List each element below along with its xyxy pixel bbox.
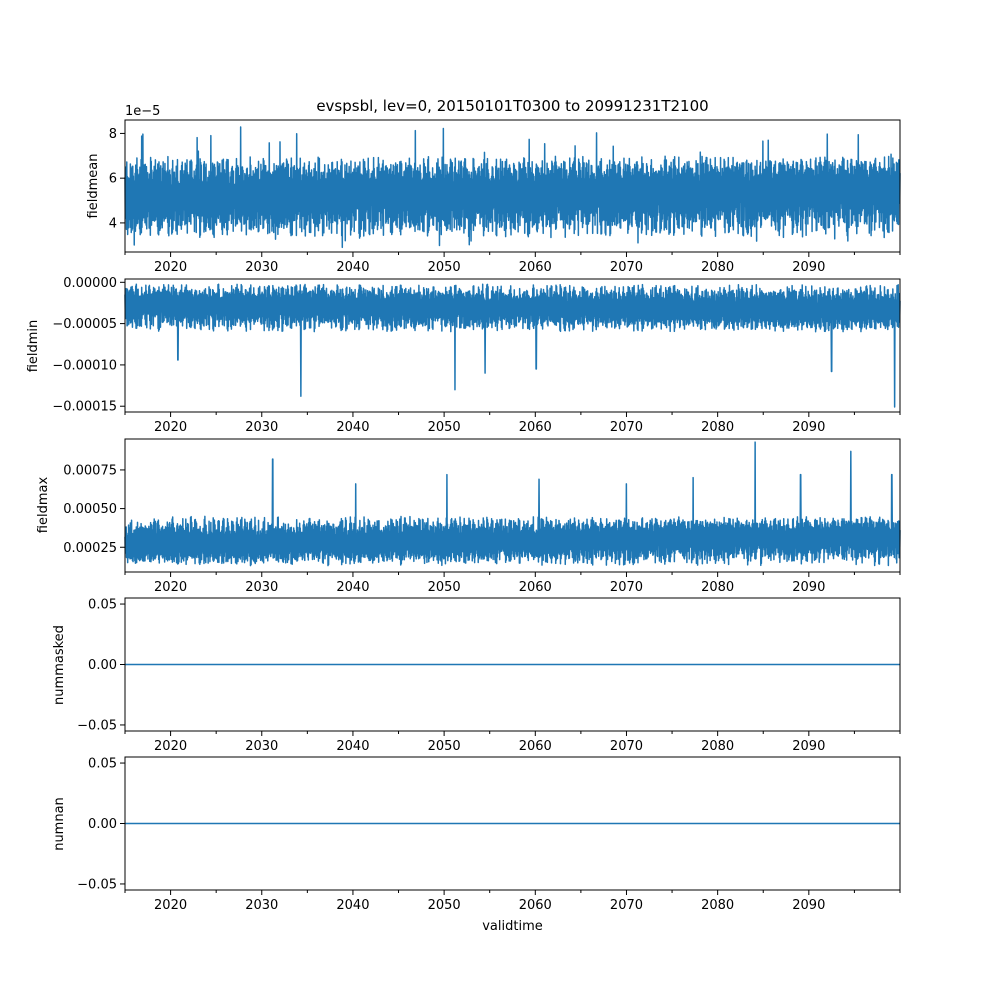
numnan-x-tick-label: 2060 [519,898,552,913]
fieldmean-y-label: fieldmean [86,154,101,219]
fieldmean-axes-frame [124,119,901,253]
panel-fieldmax: 2020 2030 2040 2050 2060 2070 2080 2090 0.00025 0… [36,438,901,595]
fieldmean-x-tick-label: 2050 [428,260,461,275]
fieldmin-ticks: 2020 2030 2040 2050 2060 2070 2080 2090 0.00000 −… [52,276,901,435]
nummasked-x-tick-label: 2050 [428,739,461,754]
nummasked-x-tick-label: 2040 [336,739,369,754]
fieldmax-y-tick-label: 0.00025 [63,541,117,556]
fieldmin-x-tick-label: 2040 [336,420,369,435]
nummasked-x-tick-label: 2030 [245,739,278,754]
nummasked-x-tick-label: 2060 [519,739,552,754]
fieldmin-y-label: fieldmin [26,320,41,373]
fieldmax-y-tick-label: 0.00050 [63,502,117,517]
numnan-x-tick-label: 2070 [610,898,643,913]
fieldmean-series-line [124,126,901,249]
fieldmin-y-tick-label: −0.00015 [52,400,117,415]
panel-nummasked: 2020 2030 2040 2050 2060 2070 2080 2090 0.05 0.00… [52,597,901,754]
chart-title: evspsbl, lev=0, 20150101T0300 to 2099123… [316,97,708,115]
fieldmean-x-tick-label: 2060 [519,260,552,275]
nummasked-ticks: 2020 2030 2040 2050 2060 2070 2080 2090 0.05 0.00… [77,598,901,754]
fieldmax-x-tick-label: 2040 [336,580,369,595]
fieldmin-y-tick-label: −0.00005 [52,317,117,332]
nummasked-y-tick-label: 0.05 [88,598,117,613]
numnan-x-tick-label: 2090 [792,898,825,913]
numnan-y-tick-label: −0.05 [77,877,117,892]
numnan-y-tick-label: 0.05 [88,757,117,772]
fieldmin-x-tick-label: 2090 [792,420,825,435]
fieldmax-axes-frame [124,438,901,573]
numnan-y-tick-label: 0.00 [88,817,117,832]
fieldmin-x-tick-label: 2030 [245,420,278,435]
fieldmean-y-tick-label: 6 [109,172,117,187]
fieldmax-series [124,441,901,567]
fieldmean-x-tick-label: 2030 [245,260,278,275]
nummasked-y-tick-label: −0.05 [77,718,117,733]
fieldmin-series-line [124,283,901,408]
nummasked-axes-frame [124,597,901,732]
fieldmin-x-tick-label: 2070 [610,420,643,435]
fieldmax-series-line [124,441,901,567]
fieldmax-x-tick-label: 2030 [245,580,278,595]
fieldmean-y-tick-label: 4 [109,216,117,231]
fieldmax-x-tick-label: 2070 [610,580,643,595]
panel-fieldmin: 2020 2030 2040 2050 2060 2070 2080 2090 0.00000 −… [26,276,901,435]
fieldmax-y-label: fieldmax [36,477,51,534]
numnan-x-tick-label: 2020 [154,898,187,913]
fieldmin-y-tick-label: −0.00010 [52,358,117,373]
nummasked-x-tick-label: 2090 [792,739,825,754]
numnan-x-tick-label: 2030 [245,898,278,913]
nummasked-x-tick-label: 2020 [154,739,187,754]
fieldmean-offset-text: 1e−5 [125,104,160,119]
fieldmean-series [124,126,901,249]
fieldmin-series [124,283,901,408]
fieldmax-x-tick-label: 2050 [428,580,461,595]
fieldmean-x-tick-label: 2020 [154,260,187,275]
fieldmean-x-tick-label: 2040 [336,260,369,275]
numnan-ticks: 2020 2030 2040 2050 2060 2070 2080 2090 0.05 0.00… [77,757,901,913]
nummasked-y-tick-label: 0.00 [88,658,117,673]
fieldmin-x-tick-label: 2080 [701,420,734,435]
numnan-y-label: numnan [52,797,67,851]
fieldmin-y-tick-label: 0.00000 [63,276,117,291]
panel-fieldmean: 2020 2030 2040 2050 2060 2070 2080 2090 4 6 8 evsp… [86,97,901,275]
panel-numnan: 2020 2030 2040 2050 2060 2070 2080 2090 0.05 0.00… [52,756,901,934]
numnan-x-tick-label: 2050 [428,898,461,913]
fieldmin-x-tick-label: 2020 [154,420,187,435]
nummasked-x-tick-label: 2070 [610,739,643,754]
numnan-x-tick-label: 2040 [336,898,369,913]
fieldmax-x-tick-label: 2020 [154,580,187,595]
fieldmax-ticks: 2020 2030 2040 2050 2060 2070 2080 2090 0.00025 0… [63,463,901,595]
fieldmin-x-tick-label: 2050 [428,420,461,435]
fieldmean-ticks: 2020 2030 2040 2050 2060 2070 2080 2090 4 6 8 [109,127,901,275]
fieldmin-axes-frame [124,278,901,413]
fieldmax-x-tick-label: 2090 [792,580,825,595]
fieldmean-x-tick-label: 2070 [610,260,643,275]
fieldmax-y-tick-label: 0.00075 [63,463,117,478]
fieldmean-x-tick-label: 2090 [792,260,825,275]
numnan-axes-frame [124,756,901,891]
nummasked-x-tick-label: 2080 [701,739,734,754]
fieldmin-x-tick-label: 2060 [519,420,552,435]
fieldmean-x-tick-label: 2080 [701,260,734,275]
nummasked-y-label: nummasked [52,625,67,705]
fieldmean-y-tick-label: 8 [109,127,117,142]
fieldmax-x-tick-label: 2080 [701,580,734,595]
x-axis-label: validtime [482,919,543,934]
numnan-x-tick-label: 2080 [701,898,734,913]
fieldmax-x-tick-label: 2060 [519,580,552,595]
